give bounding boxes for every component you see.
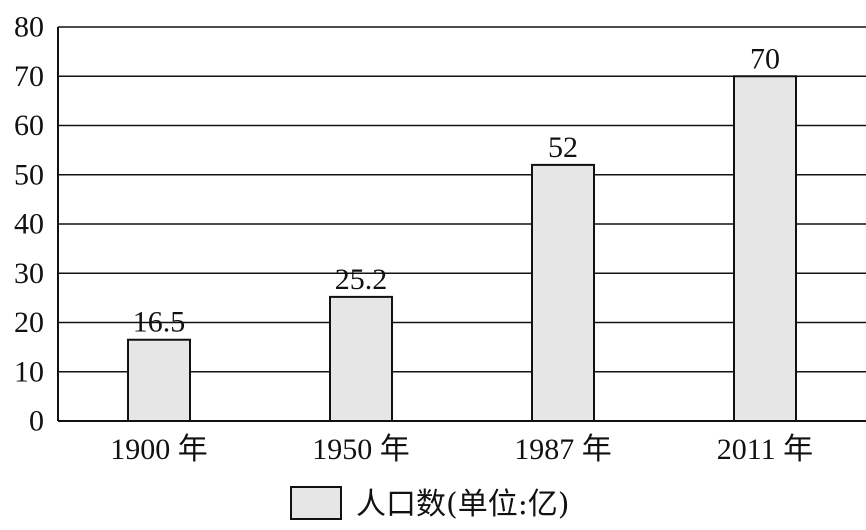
- x-tick-label: 1950 年: [312, 433, 410, 466]
- bar: [733, 75, 797, 422]
- y-tick-label: 40: [14, 208, 44, 241]
- bar-value-label: 70: [750, 42, 780, 75]
- bar-value-label: 25.2: [335, 263, 388, 296]
- x-tick-label: 2011 年: [717, 433, 813, 466]
- legend-label: 人口数(单位:亿): [356, 487, 570, 522]
- gridlines: [58, 26, 866, 373]
- legend-swatch: [290, 486, 342, 520]
- bar: [329, 295, 393, 423]
- y-tick-label: 10: [14, 355, 44, 388]
- y-tick-label: 50: [14, 158, 44, 191]
- bar-value-label: 16.5: [133, 306, 186, 339]
- y-tick-label: 30: [14, 257, 44, 290]
- bar-value-label: 52: [548, 131, 578, 164]
- x-tick-label: 1987 年: [514, 433, 612, 466]
- y-tick-label: 20: [14, 306, 44, 339]
- bars: 16.5 25.2 52 70: [127, 42, 797, 423]
- y-axis-ticks: 0 10 20 30 40 50 60 70 80: [14, 11, 44, 438]
- x-axis-labels: 1900 年 1950 年 1987 年 2011 年: [110, 433, 813, 466]
- bar: [127, 338, 191, 422]
- y-tick-label: 60: [14, 109, 44, 142]
- y-tick-label: 70: [14, 60, 44, 93]
- bar: [531, 163, 595, 422]
- y-tick-label: 80: [14, 11, 44, 44]
- legend: 人口数(单位:亿): [290, 486, 570, 522]
- y-tick-label: 0: [29, 405, 44, 438]
- x-tick-label: 1900 年: [110, 433, 208, 466]
